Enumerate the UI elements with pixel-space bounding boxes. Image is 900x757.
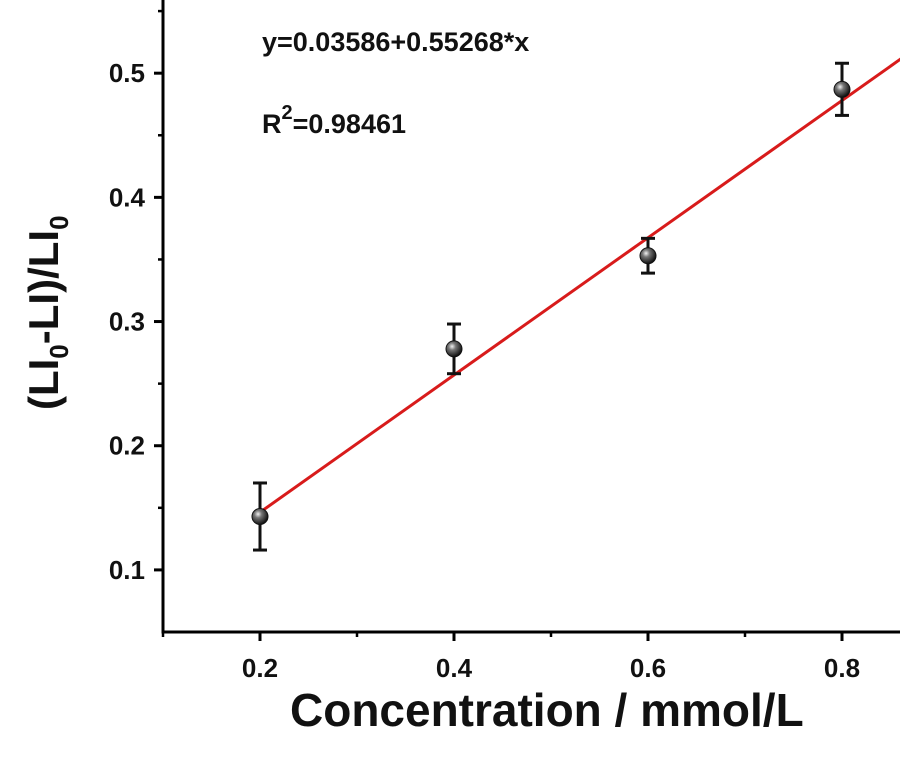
data-point (639, 247, 657, 265)
data-point (833, 80, 851, 98)
y-axis-label-prefix: (LI (20, 359, 67, 410)
data-point (445, 340, 463, 358)
x-tick-label: 0.8 (824, 653, 860, 683)
y-tick-label: 0.4 (109, 182, 146, 212)
y-tick-label: 0.3 (109, 307, 145, 337)
fit-line (259, 57, 900, 514)
y-tick-label: 0.1 (109, 555, 145, 585)
ticks: 0.10.20.30.40.50.60.20.40.60.8 (109, 9, 860, 683)
y-axis-label-middle: -LI)/LI (20, 230, 67, 344)
r-squared-base: R (262, 109, 282, 139)
x-axis-label: Concentration / mmol/L (290, 684, 804, 736)
data-point-group (833, 61, 851, 117)
x-tick-label: 0.4 (436, 653, 473, 683)
y-tick-label: 0.5 (109, 58, 145, 88)
r-squared: R2=0.98461 (262, 102, 406, 139)
data-point-group (251, 481, 269, 552)
points-layer (251, 61, 851, 552)
r-squared-value: =0.98461 (293, 109, 406, 139)
data-point (251, 508, 269, 526)
data-point-group (639, 236, 657, 275)
y-axis-label-sub2: 0 (44, 215, 74, 229)
r-squared-sup: 2 (282, 102, 293, 124)
x-tick-label: 0.6 (630, 653, 666, 683)
y-axis-label: (LI0-LI)/LI0 (20, 215, 74, 410)
fit-equation: y=0.03586+0.55268*x (262, 27, 529, 57)
data-point-group (445, 322, 463, 376)
axes (161, 0, 900, 634)
y-tick-label: 0.2 (109, 431, 145, 461)
y-axis-label-sub1: 0 (44, 344, 74, 358)
fit-layer (259, 57, 900, 514)
x-tick-label: 0.2 (242, 653, 278, 683)
